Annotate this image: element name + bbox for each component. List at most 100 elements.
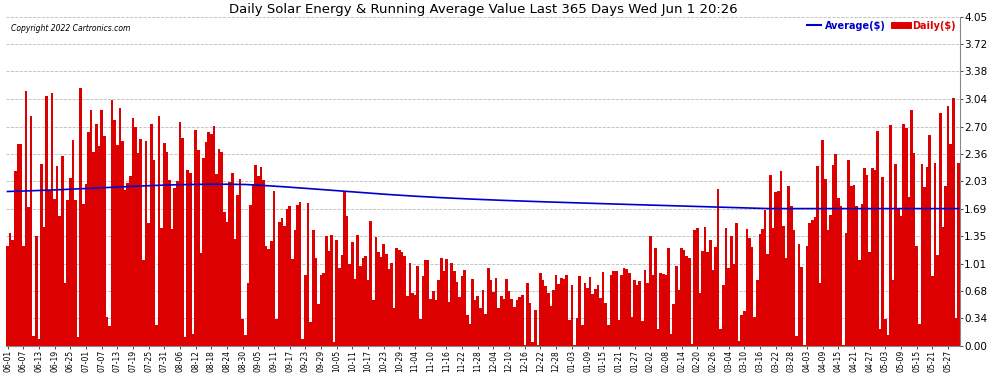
Bar <box>380 256 382 346</box>
Bar <box>714 248 717 346</box>
Bar <box>573 345 576 346</box>
Bar <box>691 344 693 346</box>
Bar <box>949 144 952 346</box>
Bar <box>544 286 547 346</box>
Bar <box>317 304 320 346</box>
Bar <box>769 175 771 346</box>
Bar <box>106 317 108 346</box>
Bar <box>84 184 87 346</box>
Bar <box>492 292 495 346</box>
Bar <box>742 311 745 346</box>
Bar <box>119 108 121 346</box>
Bar <box>941 227 944 346</box>
Bar <box>644 270 646 346</box>
Bar <box>419 319 422 346</box>
Bar <box>913 153 916 346</box>
Bar <box>346 216 348 346</box>
Bar <box>540 273 542 346</box>
Bar <box>229 182 231 346</box>
Bar <box>699 293 701 346</box>
Bar <box>489 279 492 346</box>
Bar <box>77 338 79 346</box>
Bar <box>790 207 793 346</box>
Bar <box>455 282 458 346</box>
Bar <box>639 281 642 346</box>
Bar <box>610 275 613 346</box>
Bar <box>92 152 95 346</box>
Bar <box>103 136 106 346</box>
Bar <box>570 285 573 346</box>
Bar <box>602 272 605 346</box>
Bar <box>466 315 468 346</box>
Bar <box>361 258 364 346</box>
Bar <box>704 227 707 346</box>
Bar <box>764 210 766 346</box>
Bar <box>560 279 562 346</box>
Bar <box>594 289 597 346</box>
Bar <box>388 269 390 346</box>
Bar <box>855 206 858 346</box>
Bar <box>667 248 670 346</box>
Bar <box>626 269 628 346</box>
Bar <box>685 256 688 346</box>
Bar <box>411 292 414 346</box>
Bar <box>351 242 353 346</box>
Bar <box>707 252 709 346</box>
Bar <box>753 317 756 346</box>
Bar <box>662 274 664 346</box>
Bar <box>591 294 594 346</box>
Bar <box>163 144 165 346</box>
Bar <box>200 253 202 346</box>
Bar <box>148 223 149 346</box>
Bar <box>414 295 417 346</box>
Bar <box>957 163 960 346</box>
Bar <box>549 306 552 346</box>
Bar <box>197 150 200 346</box>
Bar <box>534 310 537 346</box>
Bar <box>701 251 704 346</box>
Bar <box>659 273 662 346</box>
Bar <box>934 163 937 346</box>
Bar <box>779 171 782 346</box>
Bar <box>542 280 545 346</box>
Bar <box>301 339 304 346</box>
Bar <box>847 160 850 346</box>
Bar <box>275 320 278 346</box>
Bar <box>728 268 730 346</box>
Bar <box>124 189 127 346</box>
Bar <box>850 186 852 346</box>
Bar <box>395 248 398 346</box>
Bar <box>116 145 119 346</box>
Bar <box>495 278 497 346</box>
Bar <box>234 239 237 346</box>
Bar <box>476 296 479 346</box>
Bar <box>863 168 865 346</box>
Bar <box>320 275 323 346</box>
Bar <box>344 192 346 346</box>
Bar <box>785 258 787 346</box>
Bar <box>409 263 411 346</box>
Bar <box>447 302 450 346</box>
Bar <box>623 268 626 346</box>
Bar <box>597 285 599 346</box>
Bar <box>946 106 949 346</box>
Bar <box>654 249 656 346</box>
Bar <box>693 230 696 346</box>
Bar <box>121 141 124 346</box>
Bar <box>213 126 215 346</box>
Bar <box>651 275 654 346</box>
Bar <box>417 266 419 346</box>
Bar <box>406 296 409 346</box>
Bar <box>717 189 720 346</box>
Bar <box>680 248 683 346</box>
Bar <box>722 285 725 346</box>
Bar <box>656 328 659 346</box>
Bar <box>66 200 69 346</box>
Bar <box>333 342 336 346</box>
Bar <box>38 339 41 346</box>
Bar <box>537 345 540 346</box>
Bar <box>568 320 570 346</box>
Bar <box>902 124 905 346</box>
Bar <box>398 250 401 346</box>
Bar <box>207 132 210 346</box>
